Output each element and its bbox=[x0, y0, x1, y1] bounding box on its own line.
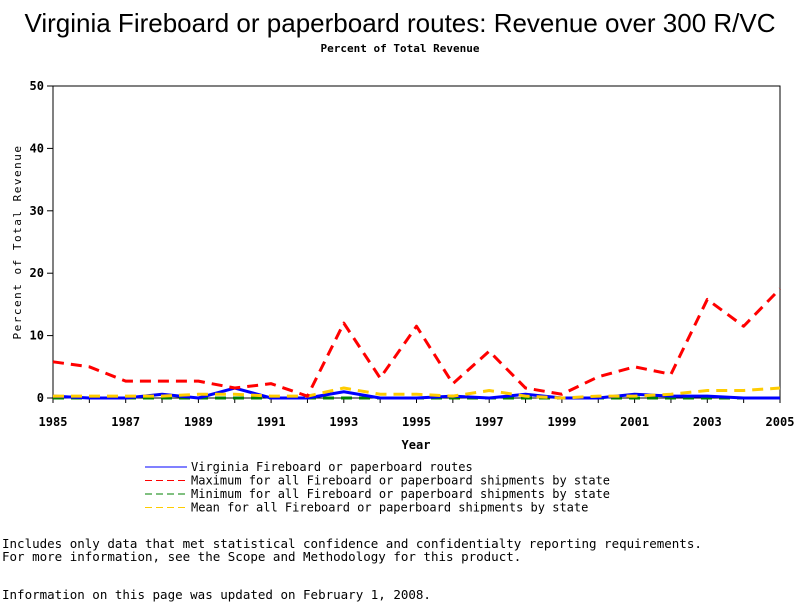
legend-label-0: Virginia Fireboard or paperboard routes bbox=[191, 460, 473, 474]
x-axis: 1985 1987 1989 1991 1993 1995 1997 1999 2001 2003… bbox=[39, 398, 795, 429]
y-axis: 0 10 20 30 40 50 bbox=[30, 79, 53, 405]
x-tick-label: 1991 bbox=[257, 415, 286, 429]
legend-label-3: Mean for all Fireboard or paperboard shi… bbox=[191, 501, 588, 515]
series-line-3 bbox=[53, 386, 781, 400]
x-tick-label: 1995 bbox=[402, 415, 431, 429]
y-tick-label: 10 bbox=[30, 329, 44, 343]
y-tick-label: 30 bbox=[30, 204, 44, 218]
series-lines bbox=[52, 287, 782, 400]
footnote-updated: Information on this page was updated on … bbox=[2, 587, 431, 602]
plot-frame bbox=[52, 85, 781, 399]
x-tick-label: 1987 bbox=[111, 415, 140, 429]
x-tick-label: 2001 bbox=[620, 415, 649, 429]
y-tick-label: 50 bbox=[30, 79, 44, 93]
x-tick-label: 1985 bbox=[39, 415, 68, 429]
x-axis-label: Year bbox=[402, 438, 431, 452]
legend: Virginia Fireboard or paperboard routesM… bbox=[145, 460, 610, 515]
footnote-methodology: For more information, see the Scope and … bbox=[2, 549, 522, 564]
legend-label-2: Minimum for all Fireboard or paperboard … bbox=[191, 487, 610, 501]
x-tick-label: 1989 bbox=[184, 415, 213, 429]
x-tick-label: 2005 bbox=[766, 415, 795, 429]
x-tick-label: 1999 bbox=[547, 415, 576, 429]
chart-title: Virginia Fireboard or paperboard routes:… bbox=[24, 8, 776, 38]
y-tick-label: 40 bbox=[30, 141, 44, 155]
y-tick-label: 0 bbox=[37, 391, 44, 405]
chart-subtitle: Percent of Total Revenue bbox=[320, 42, 480, 55]
legend-label-1: Maximum for all Fireboard or paperboard … bbox=[191, 474, 610, 488]
x-tick-label: 1993 bbox=[329, 415, 358, 429]
series-line-0 bbox=[52, 386, 780, 400]
series-line-1 bbox=[52, 287, 782, 398]
y-tick-label: 20 bbox=[30, 266, 44, 280]
x-tick-label: 2003 bbox=[693, 415, 722, 429]
x-tick-label: 1997 bbox=[475, 415, 504, 429]
y-axis-label: Percent of Total Revenue bbox=[11, 145, 24, 340]
footnote-confidentiality: Includes only data that met statistical … bbox=[2, 536, 702, 551]
